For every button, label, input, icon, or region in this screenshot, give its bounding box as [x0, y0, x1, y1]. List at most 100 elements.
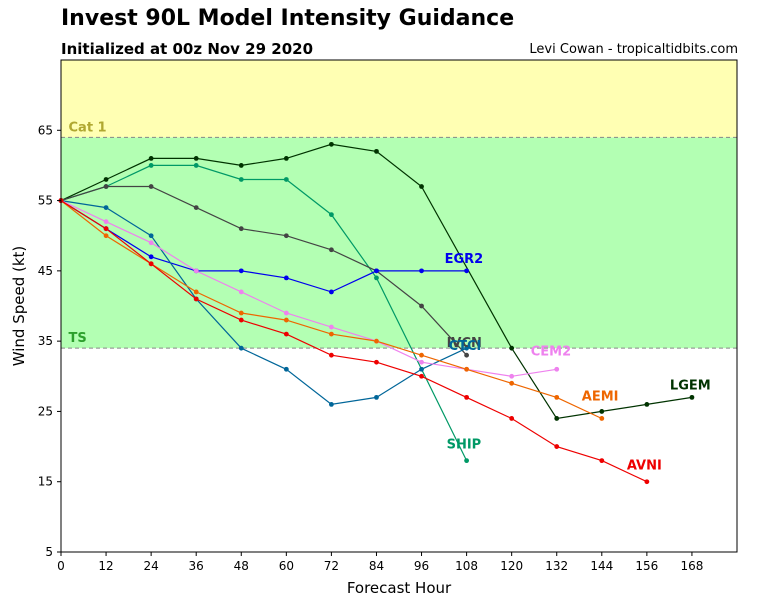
x-tick-label: 144 [590, 559, 613, 573]
series-point-avni [419, 373, 424, 379]
series-point-egr2 [238, 268, 244, 274]
series-point-cem2 [283, 310, 289, 316]
x-tick-label: 36 [189, 559, 204, 573]
intensity-bands [61, 60, 737, 349]
series-point-aemi [283, 317, 289, 323]
chart-subtitle: Initialized at 00z Nov 29 2020 [61, 40, 314, 58]
x-tick-label: 12 [98, 559, 113, 573]
series-label-egr2: EGR2 [445, 252, 484, 267]
series-point-lgem [599, 409, 605, 414]
x-axis: 0 12 24 36 48 60 72 84 96 108 120 132 144 156 168 [57, 552, 703, 573]
series-point-lgem [689, 394, 695, 400]
series-point-cem2 [238, 289, 244, 295]
x-tick-label: 60 [279, 559, 294, 573]
series-point-cem2 [419, 359, 424, 365]
series-label-lgem: LGEM [670, 378, 711, 393]
series-point-ivcn [464, 352, 469, 358]
series-point-avni [464, 394, 469, 400]
series-point-aemi [419, 352, 424, 358]
series-point-cem2 [554, 366, 560, 372]
series-point-ivcn [103, 184, 109, 189]
series-point-ctci [238, 345, 244, 351]
series-line-avni [60, 200, 648, 483]
series-point-aemi [193, 289, 199, 295]
y-tick-label: 5 [45, 545, 53, 559]
series-line-ctci [60, 200, 467, 406]
series-point-ship [148, 163, 154, 168]
series-line-egr2 [60, 200, 467, 293]
series-point-ship [238, 177, 244, 182]
series-point-ctci [464, 345, 469, 351]
x-tick-label: 96 [414, 559, 429, 573]
series-point-avni [238, 317, 244, 323]
series-point-ctci [283, 366, 289, 372]
series-point-ctci [103, 205, 109, 211]
series-point-ctci [374, 394, 379, 400]
series-point-ship [193, 163, 199, 168]
series-label-aemi: AEMI [582, 389, 619, 404]
series-point-avni [148, 261, 154, 267]
series-point-egr2 [329, 289, 334, 295]
series-line-ivcn [60, 185, 468, 356]
x-tick-label: 72 [324, 559, 339, 573]
series-point-lgem [103, 177, 109, 182]
series-point-aemi [599, 416, 605, 421]
series-point-cem2 [103, 219, 109, 225]
series-point-ship [283, 177, 289, 182]
series-point-cem2 [509, 373, 515, 379]
series-point-avni [599, 458, 605, 464]
series-point-lgem [374, 148, 379, 154]
x-tick-label: 132 [545, 559, 568, 573]
x-axis-title: Forecast Hour [347, 579, 452, 597]
plot-frame [60, 59, 738, 553]
band-labels: TS Cat 1 [69, 120, 107, 346]
series-label-ctci: CTCI [449, 339, 482, 354]
series-point-egr2 [283, 275, 289, 281]
series-point-lgem [238, 163, 244, 168]
x-tick-label: 156 [635, 559, 658, 573]
x-tick-label: 48 [234, 559, 249, 573]
y-tick-label: 25 [38, 404, 53, 418]
y-tick-label: 15 [38, 475, 53, 489]
x-tick-label: 84 [369, 559, 384, 573]
series-point-lgem [283, 156, 289, 161]
series-point-ivcn [283, 233, 289, 239]
chart-title: Invest 90L Model Intensity Guidance [61, 6, 515, 31]
series-point-lgem [554, 416, 560, 421]
series-point-ctci [148, 233, 154, 239]
series-point-aemi [329, 331, 334, 337]
series-point-lgem [193, 156, 199, 161]
series-point-lgem [644, 402, 650, 407]
series-point-lgem [329, 141, 334, 147]
series-point-ivcn [148, 184, 154, 189]
series-label-ivcn: IVCN [447, 336, 482, 351]
series-point-avni [374, 359, 379, 365]
series-labels: LGEM SHIP IVCN EGR2 CTCI CEM2 AEMI AVNI [445, 252, 711, 474]
series-point-egr2 [148, 254, 154, 260]
series-point-egr2 [464, 268, 469, 274]
series-point-cem2 [193, 268, 199, 274]
series-point-avni [509, 416, 515, 421]
y-tick-label: 65 [38, 123, 53, 137]
x-tick-label: 120 [500, 559, 523, 573]
series-point-aemi [374, 338, 379, 344]
series-label-ship: SHIP [447, 438, 482, 453]
series-point-ctci [419, 366, 424, 372]
series-point-aemi [238, 310, 244, 316]
series-point-ship [464, 458, 469, 464]
y-tick-label: 45 [38, 264, 53, 278]
series-line-cem2 [60, 200, 557, 377]
series-point-avni [193, 296, 199, 302]
series-point-ship [374, 275, 379, 281]
series-point-avni [644, 479, 650, 485]
series-point-aemi [509, 380, 515, 386]
series-label-avni: AVNI [627, 459, 662, 474]
series-point-ivcn [238, 226, 244, 232]
series-point-avni [554, 444, 560, 449]
series-point-avni [103, 226, 109, 232]
band-ts [61, 137, 737, 349]
x-tick-label: 108 [455, 559, 478, 573]
series-point-ivcn [419, 303, 424, 309]
series-point-avni [329, 352, 334, 358]
